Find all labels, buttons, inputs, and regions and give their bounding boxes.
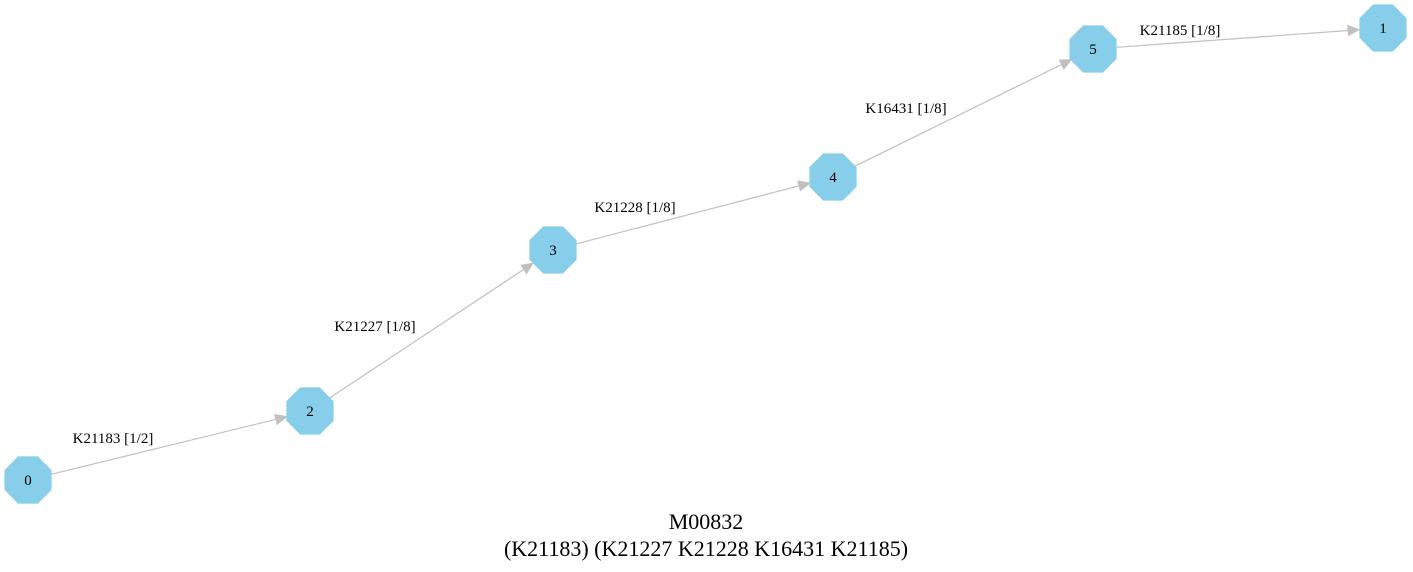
edge-2-3: K21227 [1/8] xyxy=(329,262,535,399)
arrowhead-icon xyxy=(1347,24,1361,37)
edge-0-2: K21183 [1/2] xyxy=(51,413,288,475)
octagon-node-icon xyxy=(529,226,577,274)
edge-label: K21183 [1/2] xyxy=(73,431,154,447)
edge-4-5: K16431 [1/8] xyxy=(854,59,1073,167)
octagon-node-icon xyxy=(809,153,857,201)
arrowhead-icon xyxy=(520,262,535,275)
edge-line xyxy=(576,185,800,245)
node-4: 4 xyxy=(809,153,857,201)
edge-5-1: K21185 [1/8] xyxy=(1116,23,1361,48)
edge-label: K16431 [1/8] xyxy=(865,101,946,117)
octagon-node-icon xyxy=(4,456,52,504)
node-3: 3 xyxy=(529,226,577,274)
edge-3-4: K21228 [1/8] xyxy=(576,180,811,245)
octagon-node-icon xyxy=(1069,25,1117,73)
edges-layer: K21183 [1/2] K21227 [1/8] K21228 [1/8] K164… xyxy=(51,23,1361,475)
arrowhead-icon xyxy=(274,413,288,426)
edge-line xyxy=(329,268,525,399)
node-label: 3 xyxy=(549,243,557,259)
edge-line xyxy=(854,63,1062,167)
edge-label: K21227 [1/8] xyxy=(334,319,415,335)
edge-label: K21228 [1/8] xyxy=(594,200,675,216)
graph-title: M00832 xyxy=(669,509,744,534)
node-2: 2 xyxy=(286,387,334,435)
nodes-layer: 0 2 3 4 5 1 xyxy=(4,4,1407,504)
graph-subtitle: (K21183) (K21227 K21228 K16431 K21185) xyxy=(504,536,908,561)
edge-line xyxy=(1116,29,1349,48)
edge-line xyxy=(51,418,277,475)
arrowhead-icon xyxy=(1058,59,1073,70)
node-label: 0 xyxy=(24,473,32,489)
edge-label: K21185 [1/8] xyxy=(1140,23,1221,39)
node-5: 5 xyxy=(1069,25,1117,73)
node-label: 1 xyxy=(1379,21,1387,37)
node-label: 2 xyxy=(306,404,314,420)
octagon-node-icon xyxy=(286,387,334,435)
arrowhead-icon xyxy=(797,180,811,192)
node-1: 1 xyxy=(1359,4,1407,52)
node-0: 0 xyxy=(4,456,52,504)
octagon-node-icon xyxy=(1359,4,1407,52)
node-label: 5 xyxy=(1089,42,1097,58)
node-label: 4 xyxy=(829,170,837,186)
